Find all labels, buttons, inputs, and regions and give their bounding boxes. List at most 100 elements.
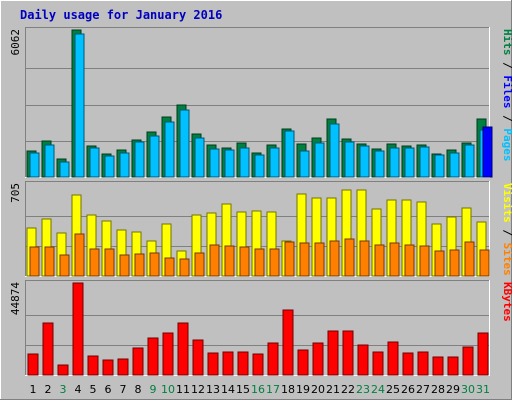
- bar-sites-day-25: [389, 242, 400, 277]
- bar-sites-day-11: [179, 258, 190, 277]
- bar-files-day-27: [419, 146, 430, 178]
- side-legend-files: Files: [501, 75, 512, 108]
- bar-sites-day-29: [449, 249, 460, 277]
- bar-files-day-1: [29, 152, 40, 178]
- bar-sites-day-18: [284, 241, 295, 277]
- x-tick-label: 11: [176, 383, 190, 396]
- bar-sites-day-26: [404, 244, 415, 277]
- side-legend: Visits / Sites: [501, 183, 512, 276]
- bar-sites-day-6: [104, 248, 115, 277]
- x-tick-label: 13: [206, 383, 220, 396]
- bar-files-day-17: [269, 147, 280, 178]
- bar-sites-day-28: [434, 250, 445, 277]
- bar-kbytes-day-30: [462, 346, 474, 376]
- bar-files-day-4: [74, 33, 85, 178]
- x-tick-label: 28: [431, 383, 445, 396]
- bar-sites-day-20: [314, 242, 325, 277]
- bar-sites-day-30: [464, 241, 475, 277]
- bar-files-day-11: [179, 109, 190, 178]
- bar-kbytes-day-29: [447, 356, 459, 376]
- side-legend-sites: Sites: [501, 243, 512, 276]
- x-tick-label: 20: [311, 383, 325, 396]
- bar-files-day-15: [239, 147, 250, 178]
- bar-files-day-13: [209, 148, 220, 178]
- bar-sites-day-21: [329, 240, 340, 277]
- bar-kbytes-day-23: [357, 344, 369, 376]
- bar-sites-day-13: [209, 244, 220, 277]
- side-legend-kbytes: KBytes: [501, 282, 512, 322]
- bar-kbytes-day-28: [432, 356, 444, 376]
- bar-sites-day-17: [269, 248, 280, 277]
- bar-kbytes-day-4: [72, 282, 84, 376]
- x-tick-label: 22: [341, 383, 355, 396]
- bar-kbytes-day-7: [117, 358, 129, 376]
- x-tick-label: 18: [281, 383, 295, 396]
- bar-files-day-5: [89, 147, 100, 178]
- x-tick-label: 17: [266, 383, 280, 396]
- bar-kbytes-day-3: [57, 364, 69, 376]
- bar-sites-day-14: [224, 245, 235, 277]
- bar-kbytes-day-14: [222, 351, 234, 376]
- bar-kbytes-day-15: [237, 351, 249, 376]
- bar-files-day-21: [329, 123, 340, 178]
- bar-sites-day-23: [359, 240, 370, 277]
- panel-pages-files-hits: 6062 Hits / Files / Pages: [9, 27, 512, 178]
- x-tick-label: 3: [60, 383, 67, 396]
- bar-kbytes-day-18: [282, 309, 294, 376]
- bar-sites-day-12: [194, 252, 205, 277]
- panel-sites-visits: 705 Visits / Sites: [9, 181, 512, 277]
- bar-kbytes-day-16: [252, 353, 264, 376]
- x-tick-label: 31: [476, 383, 490, 396]
- bar-files-day-25: [389, 147, 400, 178]
- x-tick-label: 4: [75, 383, 82, 396]
- bar-kbytes-day-20: [312, 342, 324, 376]
- bar-files-day-2: [44, 144, 55, 178]
- bar-sites-day-16: [254, 248, 265, 277]
- bar-files-day-3: [59, 161, 70, 178]
- x-tick-label: 27: [416, 383, 430, 396]
- bar-files-day-9: [149, 135, 160, 178]
- x-tick-label: 2: [45, 383, 52, 396]
- bar-sites-day-7: [119, 254, 130, 277]
- side-legend-separator: /: [501, 56, 512, 76]
- x-tick-label: 12: [191, 383, 205, 396]
- y-max-label: 44874: [9, 282, 22, 315]
- side-legend-separator: /: [501, 109, 512, 129]
- bar-sites-day-19: [299, 242, 310, 277]
- bar-files-day-7: [119, 152, 130, 178]
- x-tick-label: 8: [135, 383, 142, 396]
- bar-kbytes-day-2: [42, 322, 54, 376]
- bar-kbytes-day-9: [147, 337, 159, 376]
- bar-kbytes-day-8: [132, 347, 144, 376]
- bar-kbytes-day-6: [102, 359, 114, 376]
- x-tick-label: 19: [296, 383, 310, 396]
- bar-files-day-20: [314, 142, 325, 178]
- side-legend: KBytes: [501, 282, 512, 322]
- bar-files-day-16: [254, 154, 265, 178]
- bar-kbytes-day-24: [372, 351, 384, 376]
- bar-kbytes-day-19: [297, 349, 309, 376]
- bar-sites-day-2: [44, 246, 55, 277]
- bar-sites-day-27: [419, 245, 430, 277]
- bar-kbytes-day-5: [87, 355, 99, 376]
- bar-kbytes-day-11: [177, 322, 189, 376]
- y-max-label: 6062: [9, 29, 22, 56]
- bar-files-day-24: [374, 150, 385, 178]
- bar-pages-day-31: [482, 126, 493, 178]
- bar-sites-day-1: [29, 246, 40, 277]
- chart-panels: 6062 Hits / Files / Pages 705 Visits / Site…: [9, 27, 512, 376]
- x-tick-label: 15: [236, 383, 250, 396]
- bar-kbytes-day-1: [27, 353, 39, 376]
- side-legend-separator: /: [501, 223, 512, 243]
- x-tick-label: 29: [446, 383, 460, 396]
- x-axis-labels: 1 2 3 4 5 6 7 8 9 10 11 12 13 14 15 16 17 18 19 20 21 22 23 24 2…: [30, 383, 491, 396]
- bar-sites-day-9: [149, 252, 160, 277]
- x-tick-label: 14: [221, 383, 235, 396]
- x-tick-label: 6: [105, 383, 112, 396]
- bar-kbytes-day-25: [387, 341, 399, 376]
- x-tick-label: 24: [371, 383, 385, 396]
- bar-files-day-26: [404, 147, 415, 178]
- bar-sites-day-5: [89, 248, 100, 277]
- bar-sites-day-10: [164, 257, 175, 277]
